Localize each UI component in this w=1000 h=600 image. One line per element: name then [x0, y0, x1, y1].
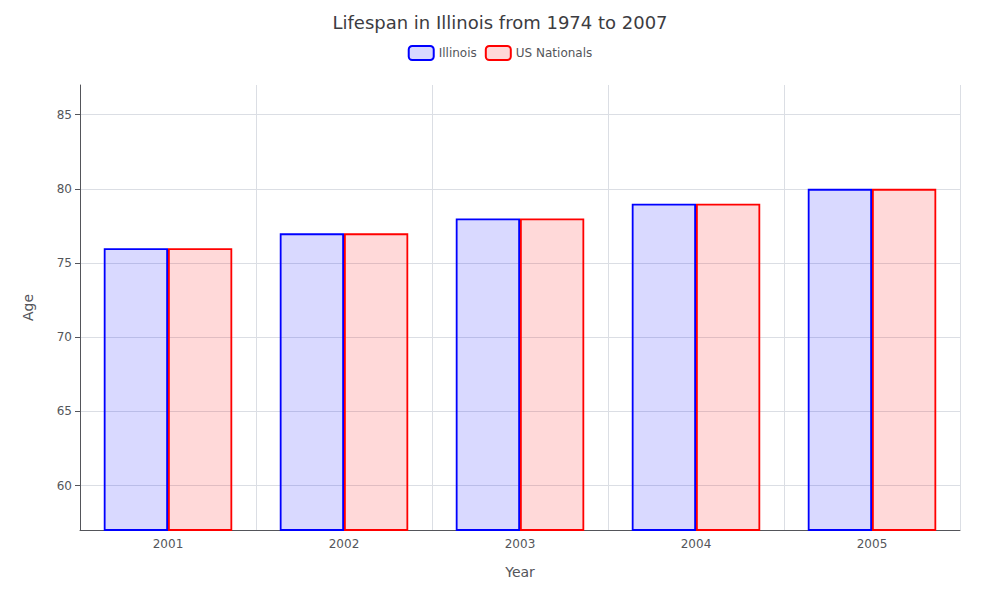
svg-text:2005: 2005	[857, 537, 888, 551]
svg-text:Illinois: Illinois	[439, 46, 477, 60]
svg-text:Year: Year	[504, 564, 535, 580]
svg-text:75: 75	[57, 256, 72, 270]
svg-text:80: 80	[57, 182, 72, 196]
svg-text:2001: 2001	[153, 537, 184, 551]
svg-text:85: 85	[57, 108, 72, 122]
svg-text:US Nationals: US Nationals	[516, 46, 592, 60]
svg-text:70: 70	[57, 330, 72, 344]
svg-text:2004: 2004	[681, 537, 712, 551]
svg-text:2003: 2003	[505, 537, 536, 551]
svg-text:Lifespan in Illinois from 1974: Lifespan in Illinois from 1974 to 2007	[332, 12, 667, 33]
svg-text:Age: Age	[20, 294, 36, 321]
svg-text:2002: 2002	[329, 537, 360, 551]
svg-text:65: 65	[57, 404, 72, 418]
svg-text:60: 60	[57, 479, 72, 493]
